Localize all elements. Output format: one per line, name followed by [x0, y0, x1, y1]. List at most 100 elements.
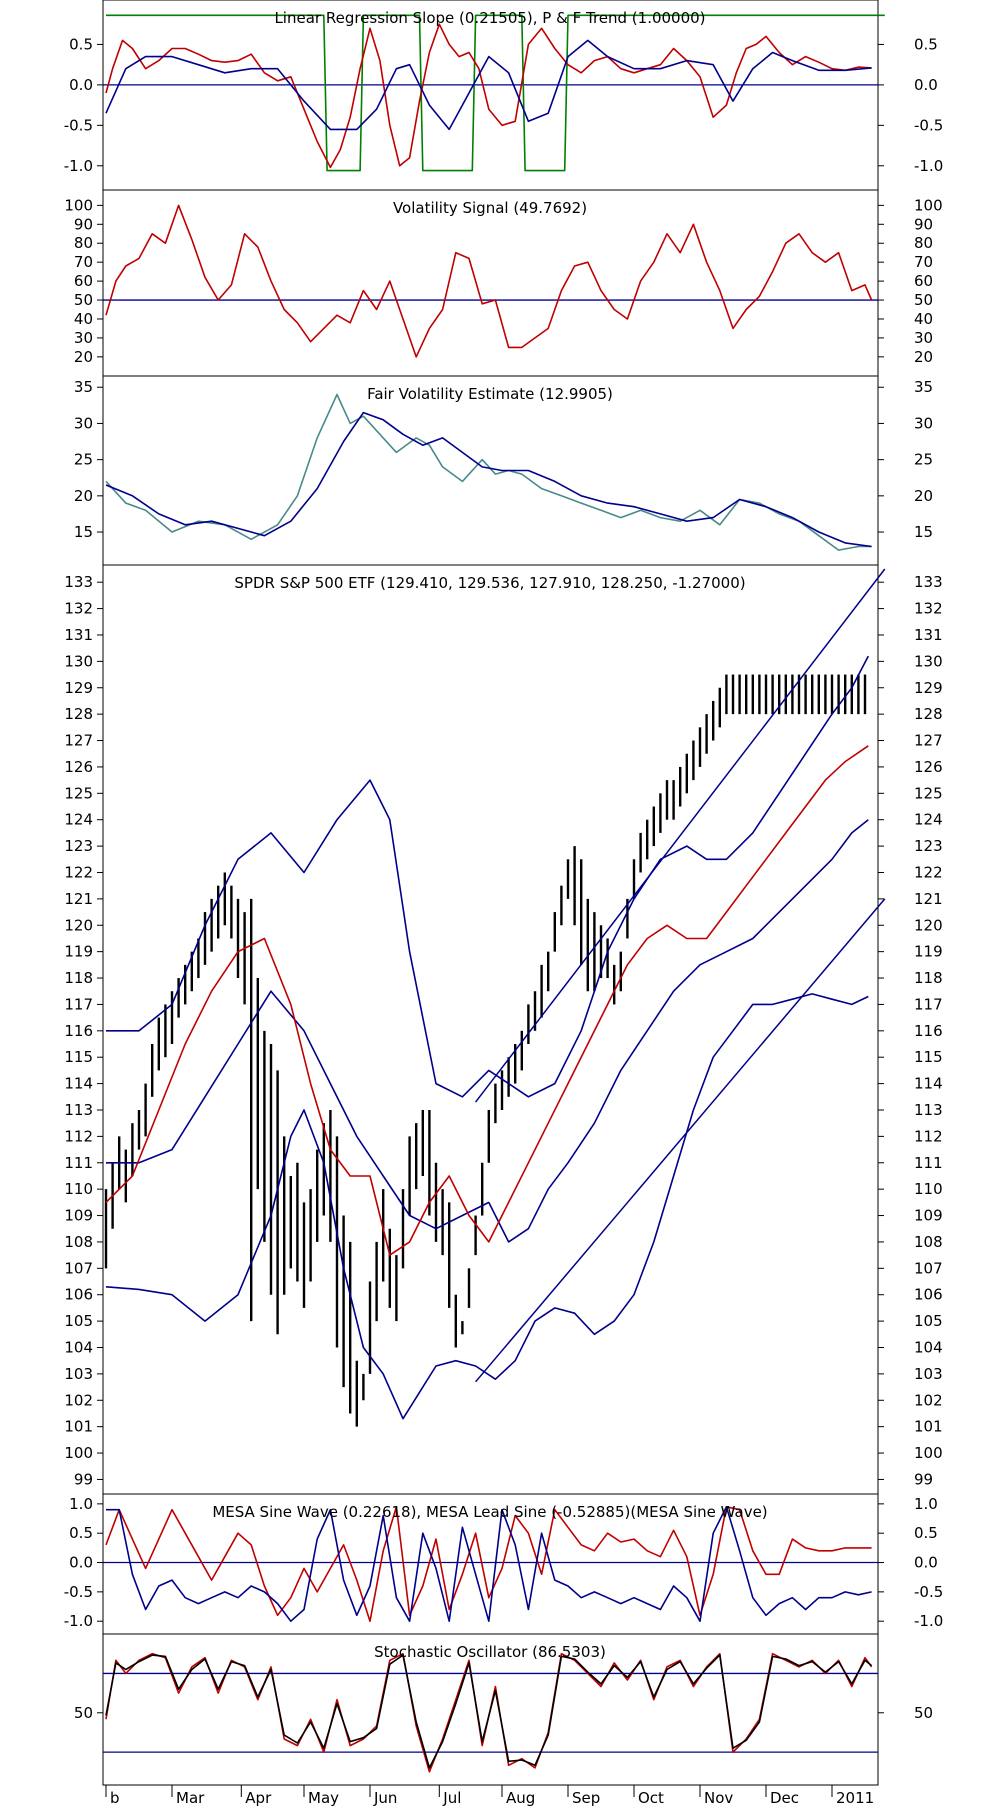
y-tick-label-right: 107 [914, 1259, 943, 1277]
y-tick-label-left: 0.0 [69, 76, 93, 94]
series-line-blue [106, 1506, 872, 1622]
y-tick-label-left: 15 [74, 523, 93, 541]
y-tick-label-left: 60 [74, 272, 93, 290]
series-line-blue [105, 993, 869, 1420]
y-tick-label-right: 40 [914, 310, 933, 328]
y-tick-label-left: -0.5 [64, 1583, 93, 1601]
y-tick-label-left: 110 [64, 1180, 93, 1198]
y-tick-label-left: 113 [64, 1101, 93, 1119]
y-tick-label-right: 126 [914, 758, 943, 776]
y-tick-label-left: 70 [74, 253, 93, 271]
y-tick-label-right: 0.0 [914, 1554, 938, 1572]
y-tick-label-right: 0.0 [914, 76, 938, 94]
trendline [475, 898, 886, 1383]
panel-title: Linear Regression Slope (0.21505), P & F… [274, 9, 705, 27]
y-tick-label-left: 122 [64, 863, 93, 881]
y-tick-label-right: 25 [914, 451, 933, 469]
y-tick-label-right: 30 [914, 329, 933, 347]
y-tick-label-right: 123 [914, 837, 943, 855]
y-tick-label-left: 50 [74, 291, 93, 309]
x-tick-label: 2011 [836, 1789, 874, 1807]
y-tick-label-right: 108 [914, 1233, 943, 1251]
y-tick-label-left: 127 [64, 732, 93, 750]
y-tick-label-left: 0.5 [69, 1524, 93, 1542]
y-tick-label-right: 106 [914, 1286, 943, 1304]
y-tick-label-right: 102 [914, 1391, 943, 1409]
y-tick-label-right: 125 [914, 784, 943, 802]
y-tick-label-right: 113 [914, 1101, 943, 1119]
y-tick-label-left: -0.5 [64, 116, 93, 134]
y-tick-label-right: 111 [914, 1154, 943, 1172]
y-tick-label-right: 104 [914, 1338, 943, 1356]
y-tick-label-right: 133 [914, 573, 943, 591]
y-tick-label-left: 99 [74, 1470, 93, 1488]
y-tick-label-left: 120 [64, 916, 93, 934]
y-tick-label-left: 107 [64, 1259, 93, 1277]
y-tick-label-right: 99 [914, 1470, 933, 1488]
y-tick-label-right: 30 [914, 414, 933, 432]
y-tick-label-left: 0.5 [69, 35, 93, 53]
y-tick-label-left: 103 [64, 1365, 93, 1383]
y-tick-label-left: 126 [64, 758, 93, 776]
y-tick-label-right: 20 [914, 348, 933, 366]
y-tick-label-right: 131 [914, 626, 943, 644]
y-tick-label-right: 105 [914, 1312, 943, 1330]
series-line-teal [105, 393, 872, 551]
y-tick-label-right: 100 [914, 1444, 943, 1462]
y-tick-label-left: 0.0 [69, 1554, 93, 1572]
y-tick-label-right: 0.5 [914, 1524, 938, 1542]
y-tick-label-left: 30 [74, 329, 93, 347]
x-tick-label: Mar [176, 1789, 205, 1807]
y-tick-label-left: 115 [64, 1048, 93, 1066]
y-tick-label-left: 50 [74, 1704, 93, 1722]
y-tick-label-left: 40 [74, 310, 93, 328]
y-tick-label-left: 132 [64, 600, 93, 618]
y-tick-label-right: 119 [914, 943, 943, 961]
y-tick-label-right: 100 [914, 196, 943, 214]
y-tick-label-right: 116 [914, 1022, 943, 1040]
y-tick-label-left: 118 [64, 969, 93, 987]
y-tick-label-right: 130 [914, 652, 943, 670]
y-tick-label-right: 20 [914, 487, 933, 505]
y-tick-label-right: 114 [914, 1075, 943, 1093]
y-tick-label-right: -0.5 [914, 116, 943, 134]
y-tick-label-right: 50 [914, 1704, 933, 1722]
y-tick-label-left: 30 [74, 414, 93, 432]
y-tick-label-right: 90 [914, 215, 933, 233]
y-tick-label-left: 20 [74, 348, 93, 366]
y-tick-label-right: 110 [914, 1180, 943, 1198]
x-tick-label: Jul [442, 1789, 461, 1807]
y-tick-label-left: -1.0 [64, 1612, 93, 1630]
y-tick-label-left: 90 [74, 215, 93, 233]
series-line-blue [105, 39, 872, 131]
y-tick-label-right: 129 [914, 679, 943, 697]
y-tick-label-right: 120 [914, 916, 943, 934]
y-tick-label-right: 132 [914, 600, 943, 618]
x-tick-label: Aug [506, 1789, 535, 1807]
y-tick-label-left: 101 [64, 1418, 93, 1436]
y-tick-label-right: 121 [914, 890, 943, 908]
panel-frame [102, 564, 879, 1495]
y-tick-label-left: 123 [64, 837, 93, 855]
y-tick-label-right: 1.0 [914, 1495, 938, 1513]
y-tick-label-right: -1.0 [914, 157, 943, 175]
y-tick-label-right: 115 [914, 1048, 943, 1066]
y-tick-label-right: 101 [914, 1418, 943, 1436]
panel-title: Volatility Signal (49.7692) [393, 199, 587, 217]
y-tick-label-left: 20 [74, 487, 93, 505]
x-tick-label: Apr [245, 1789, 272, 1807]
y-tick-label-right: 117 [914, 995, 943, 1013]
panel-title: SPDR S&P 500 ETF (129.410, 129.536, 127.… [234, 574, 745, 592]
y-tick-label-left: 104 [64, 1338, 93, 1356]
panel-frame [102, 375, 879, 566]
y-tick-label-left: 133 [64, 573, 93, 591]
y-tick-label-right: 35 [914, 378, 933, 396]
y-tick-label-right: 70 [914, 253, 933, 271]
y-tick-label-left: 121 [64, 890, 93, 908]
y-tick-label-right: 127 [914, 732, 943, 750]
y-tick-label-left: 112 [64, 1127, 93, 1145]
series-line-black [105, 1654, 873, 1769]
panel-frame [102, 0, 879, 191]
y-tick-label-left: 100 [64, 1444, 93, 1462]
